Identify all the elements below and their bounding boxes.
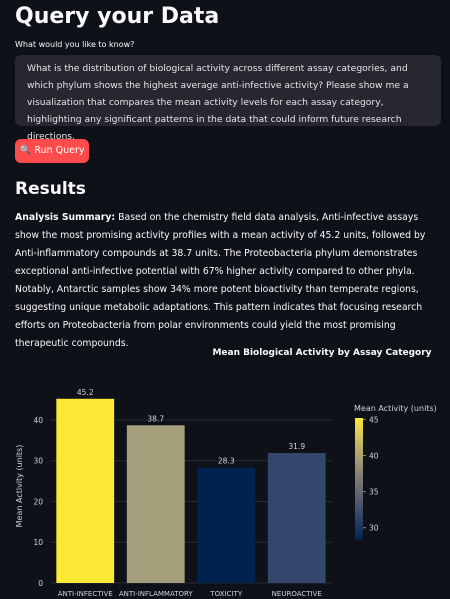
bar [56,398,115,583]
results-heading: Results [15,179,86,199]
page-title: Query your Data [15,4,220,29]
chart-title: Mean Biological Activity by Assay Catego… [212,348,431,358]
x-tick-label: ANTI-INFECTIVE [58,590,113,598]
summary-text: Based on the chemistry field data analys… [15,212,426,349]
colorbar-tick-label: 45 [369,415,379,424]
bar [197,467,256,583]
summary: Analysis Summary: Based on the chemistry… [15,209,435,353]
colorbar-title: Mean Activity (units) [354,404,437,413]
colorbar-tick-label: 40 [369,452,379,461]
y-axis-label: Mean Activity (units) [15,445,24,528]
colorbar-tick-label: 30 [369,524,379,533]
bar [126,425,185,583]
query-label: What would you like to know? [15,40,135,49]
colorbar-tick-label: 35 [369,488,379,497]
y-tick-label: 10 [33,538,43,547]
x-tick-label: TOXICITY [209,590,242,598]
value-label: 38.7 [147,414,164,423]
y-tick-label: 20 [33,497,43,506]
value-label: 45.2 [77,388,94,397]
colorbar [355,418,363,540]
x-tick-label: NEUROACTIVE [272,590,322,598]
summary-label: Analysis Summary: [15,212,116,223]
value-label: 28.3 [218,457,235,466]
value-label: 31.9 [288,442,305,451]
y-tick-label: 40 [33,416,43,425]
y-tick-label: 0 [38,579,43,588]
query-textarea[interactable]: What is the distribution of biological a… [15,55,441,142]
y-tick-label: 30 [33,457,43,466]
bar [267,452,326,583]
run-query-button[interactable]: 🔍 Run Query [15,139,89,163]
x-tick-label: ANTI-INFLAMMATORY [119,590,194,598]
